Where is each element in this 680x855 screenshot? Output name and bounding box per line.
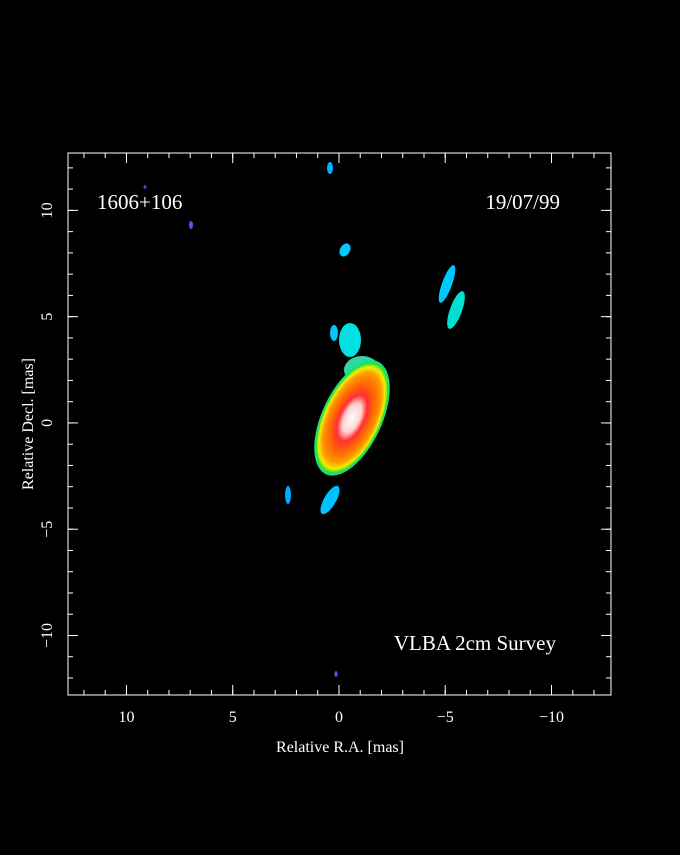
x-tick-label: 0 [335, 709, 343, 726]
blob [339, 243, 351, 257]
blob [339, 323, 361, 357]
y-tick-label: −5 [39, 521, 56, 538]
blob [285, 486, 291, 504]
x-axis-label: Relative R.A. [mas] [276, 739, 404, 756]
x-tick-label: 10 [118, 709, 134, 726]
emission [143, 162, 465, 677]
core [314, 360, 390, 476]
y-tick-label: 0 [39, 419, 56, 427]
y-tick-label: 10 [39, 202, 56, 218]
plot-frame [67, 152, 612, 696]
blob [327, 162, 333, 174]
date: 19/07/99 [485, 190, 560, 214]
y-axis-label: Relative Decl. [mas] [20, 358, 37, 490]
y-tick-label: −10 [39, 623, 56, 648]
blob [334, 671, 338, 677]
blob [438, 265, 456, 303]
source-name: 1606+106 [97, 190, 182, 214]
blob [330, 325, 338, 341]
blob [320, 485, 340, 515]
blob [189, 221, 193, 229]
blob [447, 291, 465, 329]
blob [143, 185, 147, 189]
x-tick-label: 5 [229, 709, 237, 726]
x-tick-label: −5 [437, 709, 454, 726]
x-tick-label: −10 [539, 709, 564, 726]
annotation: VLBA 2cm Survey [394, 631, 557, 655]
y-tick-label: 5 [39, 313, 56, 321]
